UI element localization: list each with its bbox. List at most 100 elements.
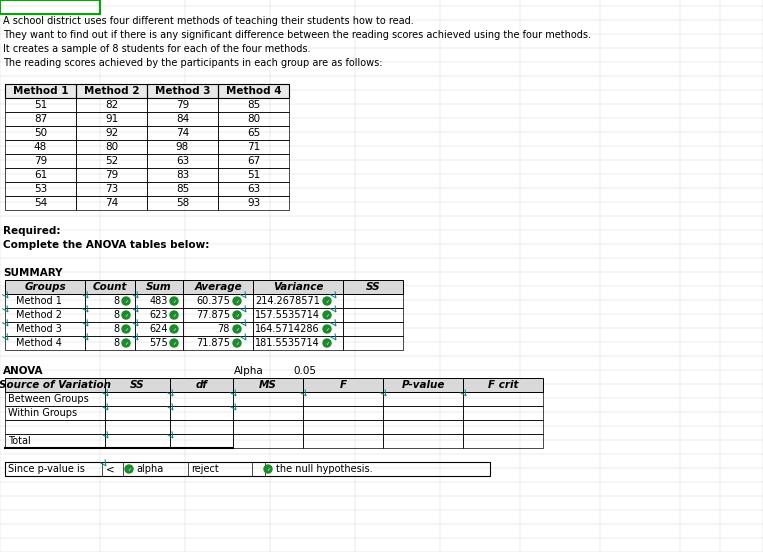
Text: 80: 80 bbox=[247, 114, 260, 124]
Bar bbox=[253, 294, 343, 308]
Bar bbox=[218, 154, 289, 168]
Text: 65: 65 bbox=[247, 128, 260, 138]
Bar bbox=[5, 126, 76, 140]
Text: 52: 52 bbox=[105, 156, 118, 166]
Circle shape bbox=[323, 325, 331, 333]
Text: 91: 91 bbox=[105, 114, 118, 124]
Text: ANOVA: ANOVA bbox=[3, 366, 43, 376]
Bar bbox=[253, 336, 343, 350]
Bar bbox=[135, 308, 183, 322]
Text: 0.05: 0.05 bbox=[294, 366, 317, 376]
Bar bbox=[218, 196, 289, 210]
Bar bbox=[343, 280, 403, 294]
Text: They want to find out if there is any significant difference between the reading: They want to find out if there is any si… bbox=[3, 30, 591, 40]
Bar bbox=[5, 462, 490, 476]
Bar bbox=[147, 126, 218, 140]
Bar bbox=[170, 378, 233, 392]
Bar bbox=[147, 98, 218, 112]
Text: 51: 51 bbox=[247, 170, 260, 180]
Text: P-value: P-value bbox=[401, 380, 445, 390]
Bar bbox=[5, 406, 105, 420]
Bar bbox=[170, 378, 233, 392]
Text: A school district uses four different methods of teaching their students how to : A school district uses four different me… bbox=[3, 16, 414, 26]
Text: 85: 85 bbox=[176, 184, 189, 194]
Text: 181.5535714: 181.5535714 bbox=[256, 338, 320, 348]
Bar bbox=[218, 168, 289, 182]
Bar bbox=[233, 378, 303, 392]
Bar bbox=[5, 84, 76, 98]
Bar bbox=[383, 406, 463, 420]
Bar bbox=[5, 280, 85, 294]
Bar bbox=[0, 0, 100, 14]
Text: ✓: ✓ bbox=[325, 341, 329, 346]
Bar bbox=[85, 294, 135, 308]
Text: 83: 83 bbox=[176, 170, 189, 180]
Text: the null hypothesis.: the null hypothesis. bbox=[276, 464, 372, 474]
Text: 84: 84 bbox=[176, 114, 189, 124]
Bar bbox=[218, 140, 289, 154]
Text: ✓: ✓ bbox=[235, 312, 239, 317]
Text: Between Groups: Between Groups bbox=[8, 394, 89, 404]
Bar bbox=[170, 420, 233, 434]
Bar bbox=[233, 406, 303, 420]
Bar bbox=[76, 168, 147, 182]
Text: 74: 74 bbox=[176, 128, 189, 138]
Bar bbox=[5, 392, 105, 406]
Text: ✓: ✓ bbox=[172, 312, 176, 317]
Bar bbox=[5, 378, 105, 392]
Bar bbox=[463, 406, 543, 420]
Bar bbox=[5, 112, 76, 126]
Bar bbox=[303, 420, 383, 434]
Bar bbox=[383, 378, 463, 392]
Bar bbox=[147, 154, 218, 168]
Text: ✓: ✓ bbox=[266, 466, 270, 471]
Circle shape bbox=[125, 465, 133, 473]
Bar bbox=[5, 168, 76, 182]
Bar bbox=[383, 378, 463, 392]
Bar bbox=[183, 280, 253, 294]
Circle shape bbox=[170, 311, 178, 319]
Circle shape bbox=[170, 339, 178, 347]
Bar bbox=[343, 336, 403, 350]
Text: 71.875: 71.875 bbox=[196, 338, 230, 348]
Bar bbox=[135, 294, 183, 308]
Bar bbox=[5, 280, 85, 294]
Text: Average: Average bbox=[195, 282, 242, 292]
Text: 73: 73 bbox=[105, 184, 118, 194]
Bar bbox=[233, 392, 303, 406]
Bar bbox=[303, 392, 383, 406]
Bar bbox=[218, 98, 289, 112]
Bar bbox=[463, 434, 543, 448]
Text: ✓: ✓ bbox=[325, 326, 329, 332]
Text: SS: SS bbox=[365, 282, 380, 292]
Bar bbox=[463, 378, 543, 392]
Text: 8: 8 bbox=[114, 324, 120, 334]
Text: Method 2: Method 2 bbox=[84, 86, 140, 96]
Text: 74: 74 bbox=[105, 198, 118, 208]
Text: 50: 50 bbox=[34, 128, 47, 138]
Text: ✓: ✓ bbox=[124, 326, 128, 332]
Circle shape bbox=[233, 339, 241, 347]
Bar bbox=[233, 420, 303, 434]
Text: 164.5714286: 164.5714286 bbox=[256, 324, 320, 334]
Text: 623: 623 bbox=[150, 310, 168, 320]
Bar bbox=[105, 378, 170, 392]
Bar bbox=[105, 420, 170, 434]
Text: ✓: ✓ bbox=[124, 299, 128, 304]
Text: 8: 8 bbox=[114, 296, 120, 306]
Text: 8: 8 bbox=[114, 310, 120, 320]
Bar bbox=[5, 378, 105, 392]
Bar bbox=[383, 420, 463, 434]
Bar bbox=[218, 84, 289, 98]
Bar bbox=[343, 322, 403, 336]
Text: Required:: Required: bbox=[3, 226, 60, 236]
Bar bbox=[303, 378, 383, 392]
Bar bbox=[218, 182, 289, 196]
Bar bbox=[343, 308, 403, 322]
Bar bbox=[218, 126, 289, 140]
Text: SUMMARY: SUMMARY bbox=[3, 268, 63, 278]
Circle shape bbox=[233, 325, 241, 333]
Bar bbox=[5, 336, 85, 350]
Text: 78: 78 bbox=[217, 324, 230, 334]
Text: Alpha: Alpha bbox=[234, 366, 264, 376]
